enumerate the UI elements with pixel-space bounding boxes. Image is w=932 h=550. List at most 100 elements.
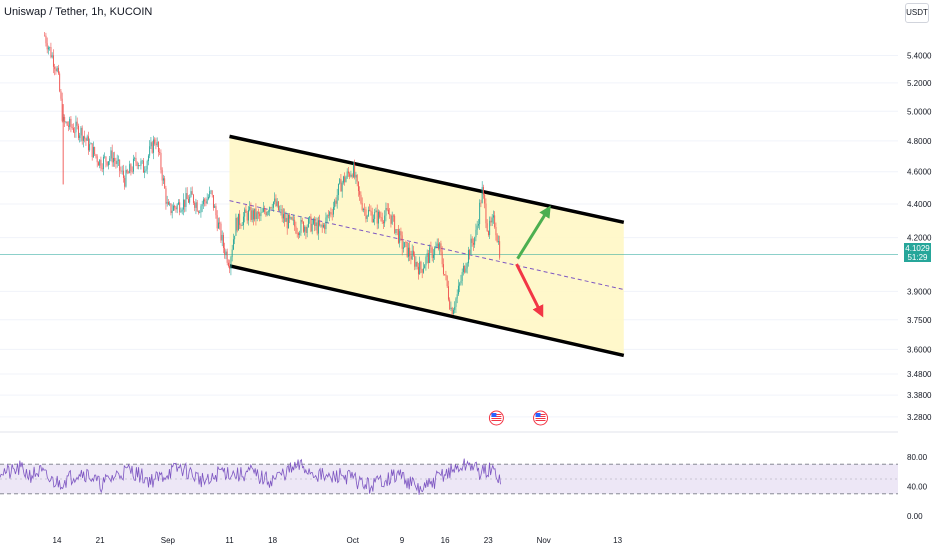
candle-body [45,35,47,44]
candle-body [186,193,188,200]
candle-body [385,208,387,216]
candle-body [166,201,168,204]
candle-body [324,224,326,230]
candle-body [452,309,454,315]
candle-body [405,242,407,243]
candle-body [375,210,377,213]
candle-body [46,43,48,50]
candle-body [194,202,196,208]
candle-body [365,209,367,219]
candle-body [259,213,261,217]
time-tick-label: Oct [346,536,359,545]
channel-mid-line [229,200,624,291]
candle-body [249,206,251,210]
flag-stripe [491,420,502,421]
candle-body [310,216,312,232]
candle-body [495,227,497,236]
candle-body [221,234,223,241]
candle-body [275,198,277,206]
candle-body [156,141,158,146]
candle-body [115,161,117,165]
candle-body [117,159,119,161]
time-tick-label: 16 [441,536,450,545]
candle-body [467,250,469,264]
candle-body [124,177,126,187]
candle-body [426,253,428,258]
candle-body [479,202,481,225]
candle-body [451,307,453,315]
candle-body [145,169,147,171]
candle-body [162,178,164,181]
candle-body [457,285,459,295]
time-tick-label: 11 [225,536,234,545]
candle-body [266,212,268,216]
candle-body [474,237,476,245]
candle-body [442,264,444,275]
candle-body [159,152,161,153]
candle-body [184,199,186,207]
rsi-axis: 80.00 40.00 0.00 [907,453,928,521]
candle-body [235,217,237,236]
candle-body [179,202,181,213]
candle-body [239,213,241,226]
candle-body [211,190,213,195]
candle-body [160,152,162,170]
flag-stripe [491,418,502,419]
candle-body [449,299,451,310]
time-tick-label: 9 [400,536,405,545]
candle-body [119,159,121,171]
candle-body [347,171,349,174]
candle-body [219,222,221,224]
us-flag-event-icon[interactable] [533,410,549,426]
candle-body [472,242,474,245]
candle-body [459,283,461,286]
time-axis: 14 21 Sep 11 18 Oct 9 16 23 Nov 13 [53,536,623,545]
candle-body [237,213,239,231]
candle-body [234,235,236,240]
candle-body [176,204,178,210]
candle-body [434,247,436,255]
candle-body [419,261,421,275]
us-flag-event-icon[interactable] [488,410,504,426]
candle-body [185,193,187,207]
candle-body [125,169,127,187]
candle-body [437,243,439,249]
currency-button[interactable]: USDT [905,3,929,23]
candle-body [320,224,322,226]
candle-body [470,238,472,255]
candle-body [120,170,122,172]
candle-body [371,211,373,223]
chart-title: Uniswap / Tether, 1h, KUCOIN [4,6,153,18]
candle-body [89,144,91,151]
candle-body [122,170,124,178]
candle-body [196,202,198,212]
candle-body [81,127,83,141]
candle-body [394,215,396,234]
candle-body [144,170,146,173]
candle-body [174,205,176,208]
candle-body [165,188,167,204]
rsi-line [0,458,501,495]
candle-body [352,164,354,177]
candle-body [131,171,133,172]
candle-body [182,199,184,210]
candle-body [247,209,249,221]
candle-body [87,136,89,151]
flag-stripe [535,420,546,421]
candle-body [94,147,96,155]
candle-body [382,221,384,224]
candle-body [75,121,77,133]
candle-body [66,121,68,126]
candle-body [217,222,219,229]
price-tick-label: 3.2800 [907,413,932,422]
price-tick-label: 4.4000 [907,200,932,209]
candle-body [285,217,287,222]
candle-body [222,234,224,248]
candle-body [349,173,351,177]
price-axis: 5.4000 5.2000 5.0000 4.8000 4.6000 4.4000 4.20… [907,52,932,422]
candle-body [141,160,143,162]
candle-body [139,165,141,166]
candle-body [327,215,329,216]
up-arrow [516,205,551,260]
